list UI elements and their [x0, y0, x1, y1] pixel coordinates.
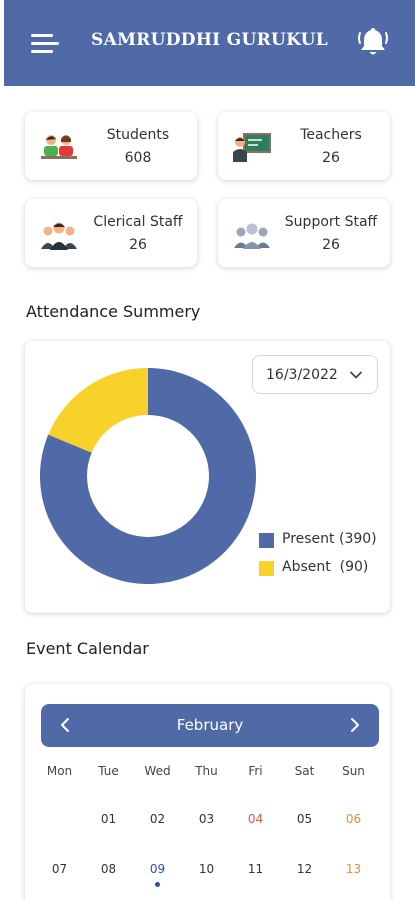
- clerical-staff-card[interactable]: Clerical Staff 26: [25, 199, 197, 267]
- weekday-thu: Thu: [195, 764, 218, 778]
- weekday-wed: Wed: [144, 764, 171, 778]
- calendar-day[interactable]: 09: [133, 862, 182, 887]
- month-name: February: [176, 716, 244, 734]
- legend-present-swatch: [259, 533, 274, 548]
- calendar-day[interactable]: 02: [149, 812, 166, 826]
- donut-slice-present: [39, 368, 257, 584]
- weekday-mon: Mon: [46, 764, 73, 778]
- chevron-right-icon[interactable]: [344, 715, 364, 735]
- calendar-day[interactable]: 07: [51, 862, 68, 876]
- event-calendar-title: Event Calendar: [26, 639, 149, 658]
- calendar-day[interactable]: 03: [198, 812, 215, 826]
- calendar-day[interactable]: 13: [345, 862, 362, 876]
- event-dot: [155, 882, 160, 887]
- calendar-day[interactable]: 11: [247, 862, 264, 876]
- donut-slice-absent: [48, 368, 148, 453]
- calendar-day[interactable]: 10: [198, 862, 215, 876]
- attendance-title: Attendance Summery: [26, 302, 201, 321]
- chevron-left-icon[interactable]: [56, 715, 76, 735]
- weekday-fri: Fri: [248, 764, 263, 778]
- calendar-day[interactable]: 12: [296, 862, 313, 876]
- date-value: 16/3/2022: [266, 367, 338, 383]
- teachers-count: 26: [322, 150, 340, 166]
- app-title: SAMRUDDHI GURUKUL: [91, 30, 328, 50]
- clerical-staff-label: Clerical Staff: [93, 214, 183, 230]
- support-staff-count: 26: [322, 237, 340, 253]
- support-staff-icon: [234, 223, 270, 249]
- weekday-tue: Tue: [98, 764, 119, 778]
- clerical-staff-icon: [41, 222, 77, 250]
- legend-absent-label: Absent (90): [282, 559, 369, 575]
- students-count: 608: [124, 150, 152, 166]
- students-card[interactable]: Students 608: [25, 112, 197, 180]
- teacher-icon: [233, 133, 271, 162]
- calendar-day[interactable]: 01: [100, 812, 117, 826]
- legend-absent-swatch: [259, 561, 274, 576]
- calendar-day[interactable]: 05: [296, 812, 313, 826]
- teachers-label: Teachers: [300, 127, 362, 143]
- attendance-donut-chart: [39, 368, 257, 584]
- support-staff-label: Support Staff: [284, 214, 378, 230]
- teachers-card[interactable]: Teachers 26: [218, 112, 390, 180]
- hamburger-menu-icon[interactable]: [31, 34, 59, 54]
- weekday-sat: Sat: [294, 764, 315, 778]
- support-staff-card[interactable]: Support Staff 26: [218, 199, 390, 267]
- weekday-sun: Sun: [342, 764, 365, 778]
- bell-icon[interactable]: [355, 25, 391, 59]
- app-header: SAMRUDDHI GURUKUL: [4, 0, 415, 86]
- chevron-down-icon: [350, 371, 362, 379]
- month-navigation-bar: February: [41, 704, 379, 747]
- calendar-day[interactable]: 06: [345, 812, 362, 826]
- students-icon: [41, 135, 77, 159]
- date-select[interactable]: 16/3/2022: [252, 355, 378, 394]
- students-label: Students: [106, 127, 170, 143]
- clerical-staff-count: 26: [129, 237, 147, 253]
- legend-present-label: Present (390): [282, 531, 377, 547]
- calendar-day[interactable]: 08: [100, 862, 117, 876]
- calendar-day[interactable]: 04: [247, 812, 264, 826]
